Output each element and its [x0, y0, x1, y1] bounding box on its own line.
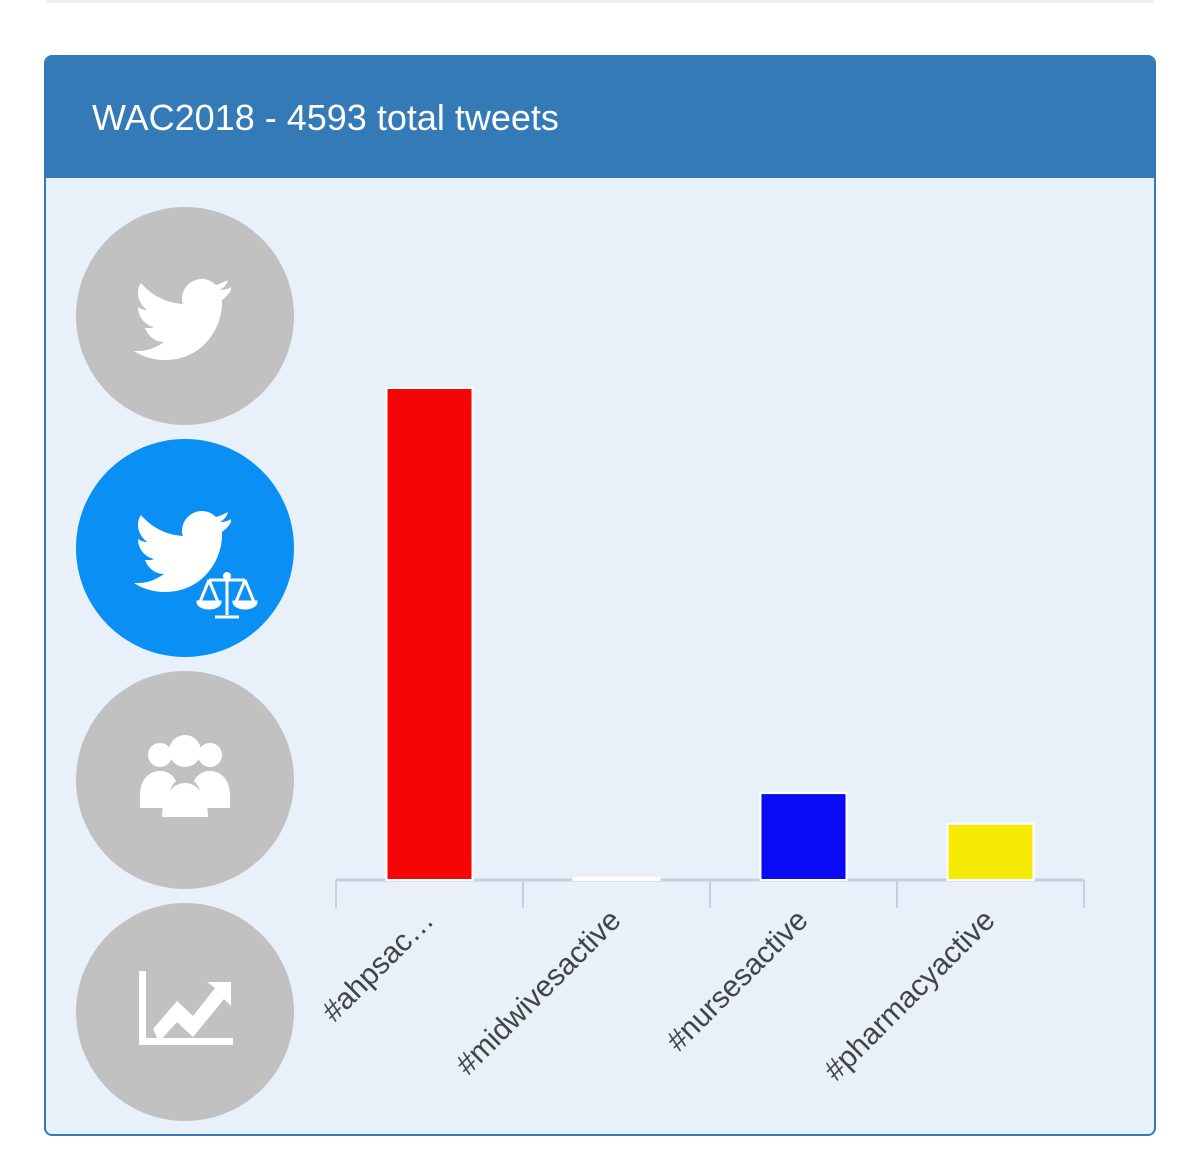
chart-panel: WAC2018 - 4593 total tweets — [44, 55, 1156, 1136]
bar-chart: #ahpsac… #midwivesactive #nursesactive #pha… — [316, 387, 1085, 1088]
users-view-button[interactable] — [76, 671, 294, 889]
x-tick-label: #pharmacyactive — [818, 904, 1002, 1088]
group-users-icon — [140, 735, 230, 817]
panel-title: WAC2018 - 4593 total tweets — [92, 97, 559, 138]
x-tick-label: #ahpsac… — [316, 904, 441, 1029]
bar-2[interactable] — [572, 876, 661, 882]
top-divider — [46, 0, 1154, 3]
bar-1[interactable] — [385, 387, 474, 881]
trends-view-button[interactable] — [76, 903, 294, 1121]
bar-3[interactable] — [759, 792, 848, 881]
bar-4[interactable] — [946, 822, 1035, 882]
twitter-bird-scales-icon — [134, 511, 258, 619]
tweets-compare-button[interactable] — [76, 439, 294, 657]
twitter-bird-icon — [134, 279, 231, 360]
x-tick-label: #nursesactive — [660, 904, 814, 1058]
trend-chart-icon — [139, 971, 233, 1045]
panel-header: WAC2018 - 4593 total tweets — [46, 57, 1154, 178]
tweets-view-button[interactable] — [76, 207, 294, 425]
x-tick-label: #midwivesactive — [450, 904, 628, 1082]
